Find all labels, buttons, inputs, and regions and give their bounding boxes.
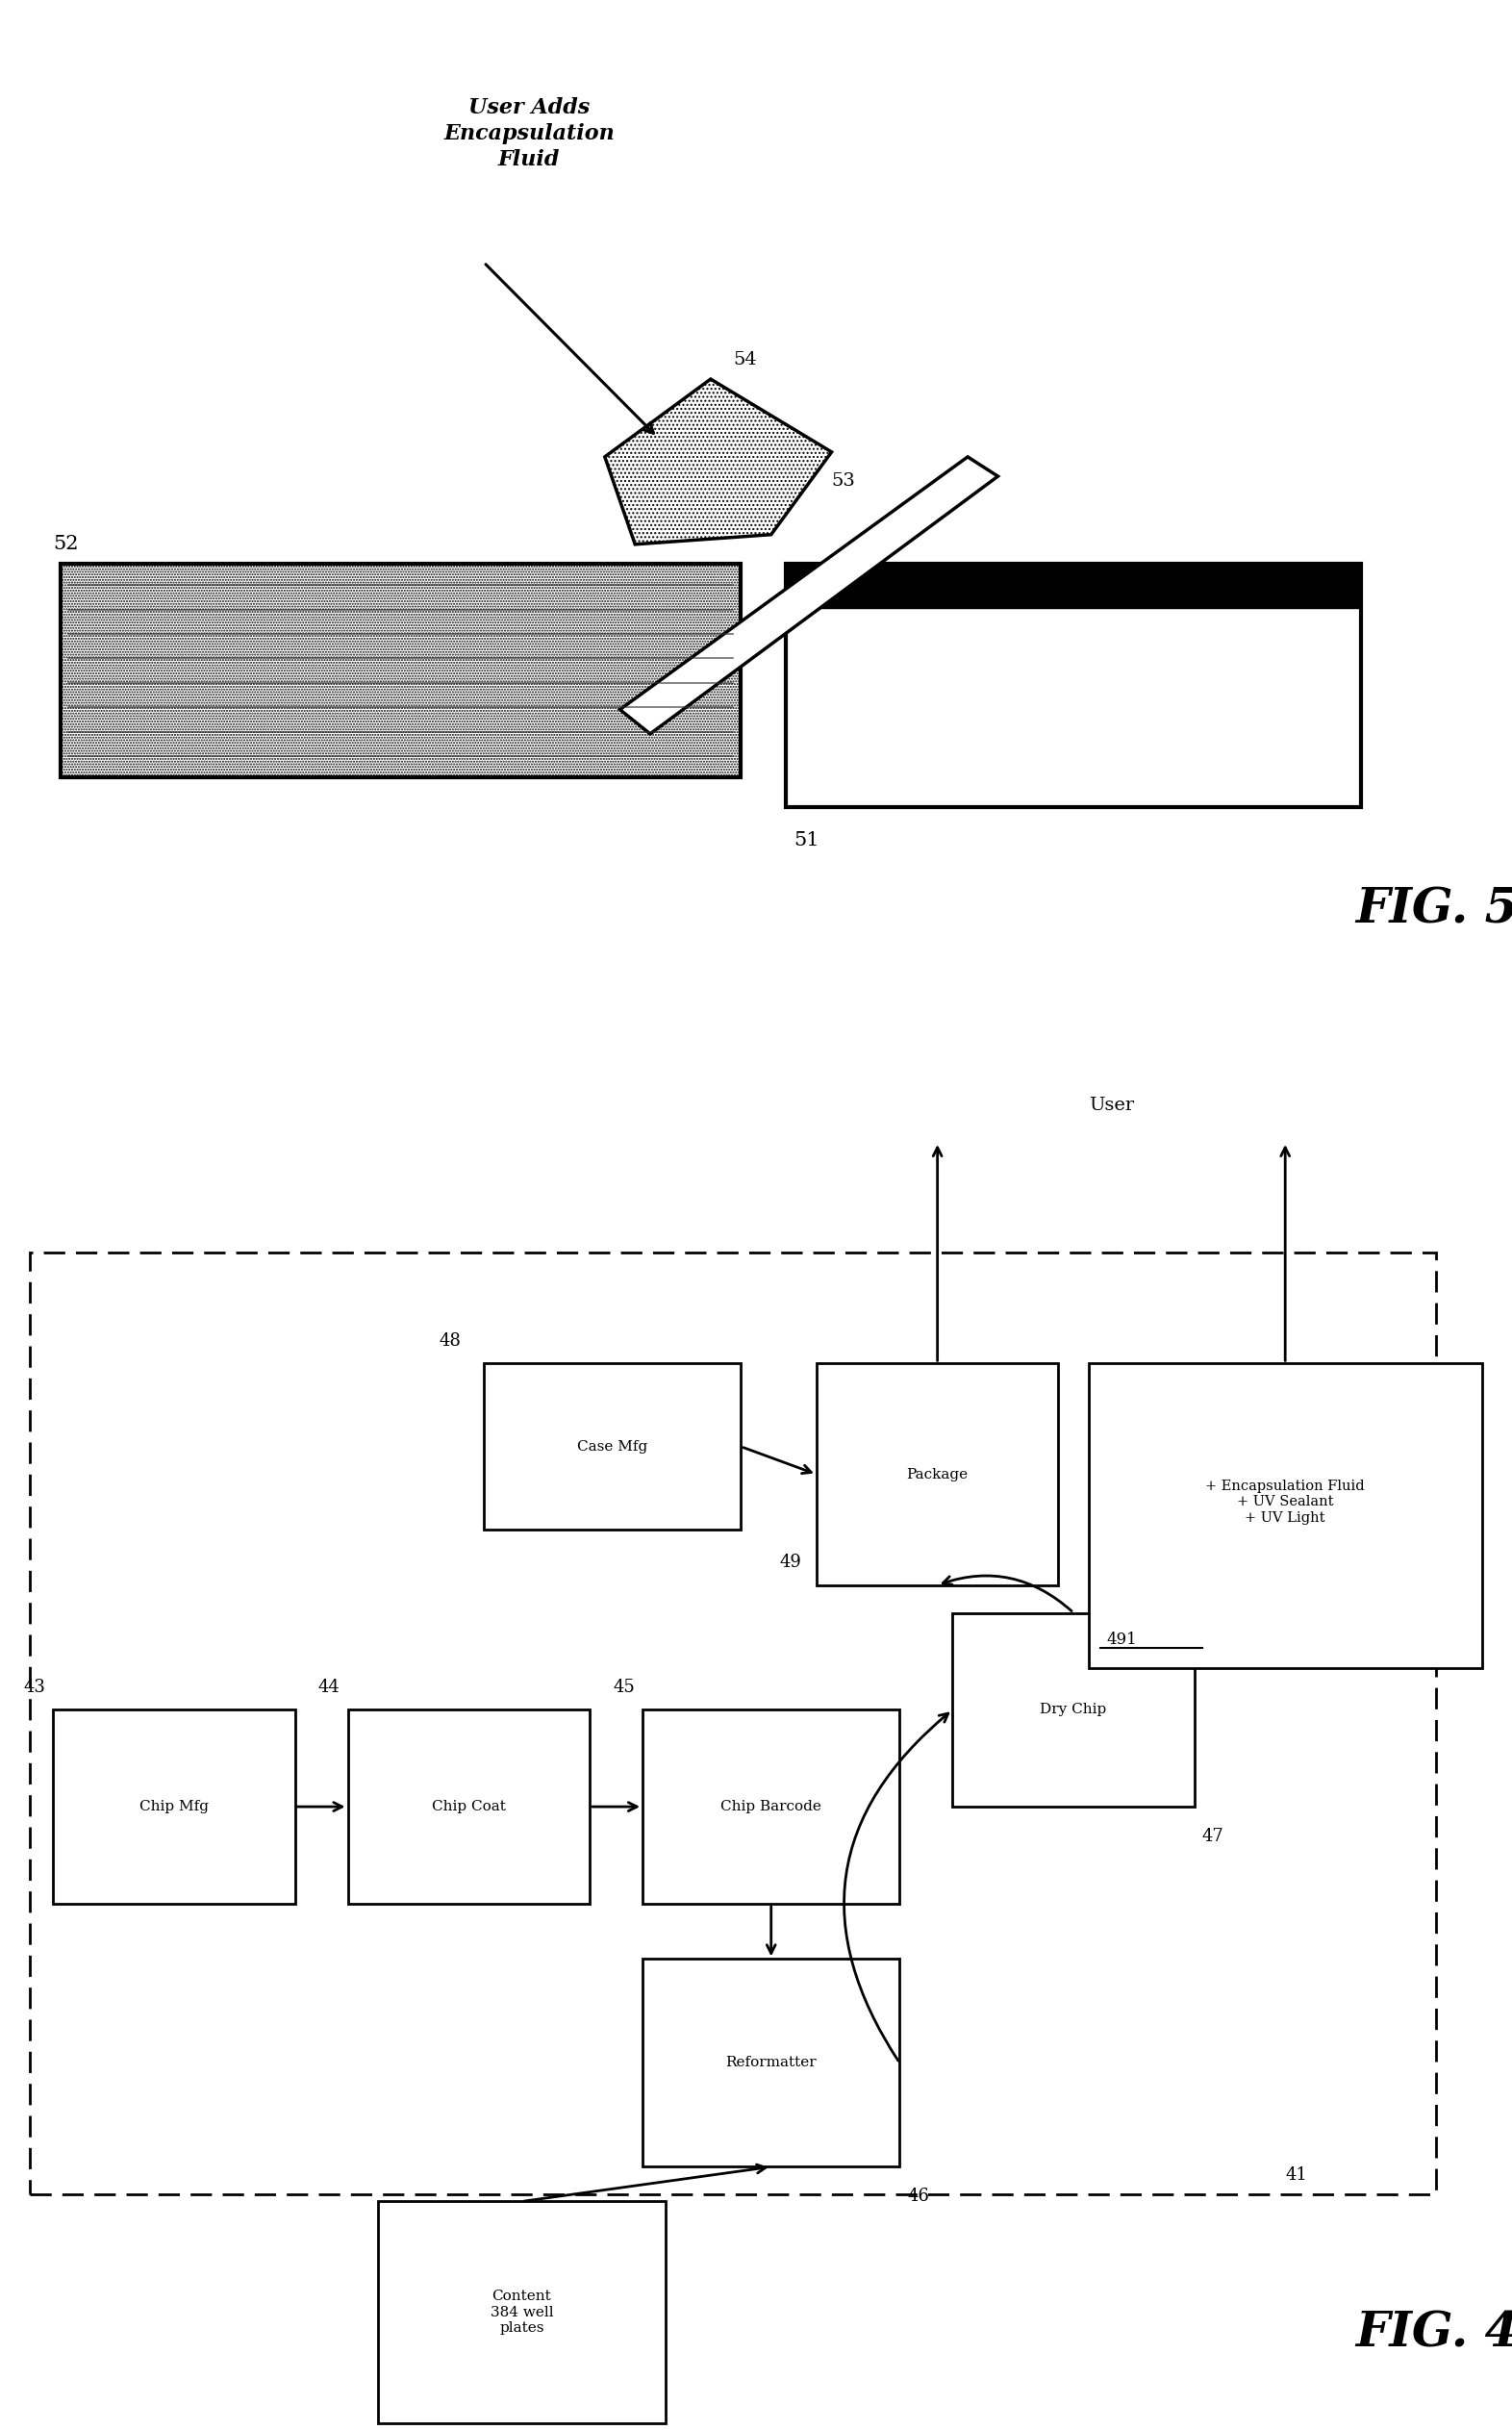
Polygon shape [620,457,998,734]
Bar [348,1711,590,1903]
Bar [378,2202,665,2423]
Text: Chip Coat: Chip Coat [432,1801,505,1813]
Bar [816,1363,1058,1584]
Text: Dry Chip: Dry Chip [1040,1703,1107,1716]
Text: 491: 491 [1107,1631,1137,1648]
Text: Case Mfg: Case Mfg [578,1441,647,1453]
Text: 51: 51 [794,831,820,850]
Bar [1089,1363,1482,1669]
Text: Chip Barcode: Chip Barcode [721,1801,821,1813]
Text: 46: 46 [907,2187,930,2204]
Text: + Encapsulation Fluid
+ UV Sealant
+ UV Light: + Encapsulation Fluid + UV Sealant + UV … [1205,1480,1365,1524]
Text: User: User [1089,1096,1134,1113]
Bar [953,1614,1194,1808]
Text: 44: 44 [319,1679,340,1696]
Bar [60,564,741,778]
Text: 54: 54 [733,350,758,369]
Bar [643,1959,900,2168]
Text: 45: 45 [614,1679,635,1696]
Text: 47: 47 [1202,1827,1223,1844]
Bar [643,1711,900,1903]
Text: 52: 52 [53,535,79,554]
Bar [53,1711,295,1903]
Text: Reformatter: Reformatter [726,2056,816,2070]
Text: 49: 49 [779,1553,801,1572]
Bar [786,564,1361,807]
Text: User Adds
Encapsulation
Fluid: User Adds Encapsulation Fluid [443,97,615,170]
Polygon shape [605,379,832,544]
Text: 48: 48 [438,1332,461,1349]
Text: 53: 53 [832,471,856,491]
Text: FIG. 4: FIG. 4 [1355,2311,1512,2357]
Text: Chip Mfg: Chip Mfg [139,1801,209,1813]
Text: 43: 43 [23,1679,45,1696]
Bar [30,1254,1436,2194]
Text: Package: Package [907,1468,968,1480]
Bar [484,1363,741,1531]
Text: Content
384 well
plates: Content 384 well plates [490,2289,553,2335]
Bar [60,564,741,778]
Text: FIG. 5: FIG. 5 [1355,887,1512,933]
Text: 41: 41 [1285,2165,1308,2185]
